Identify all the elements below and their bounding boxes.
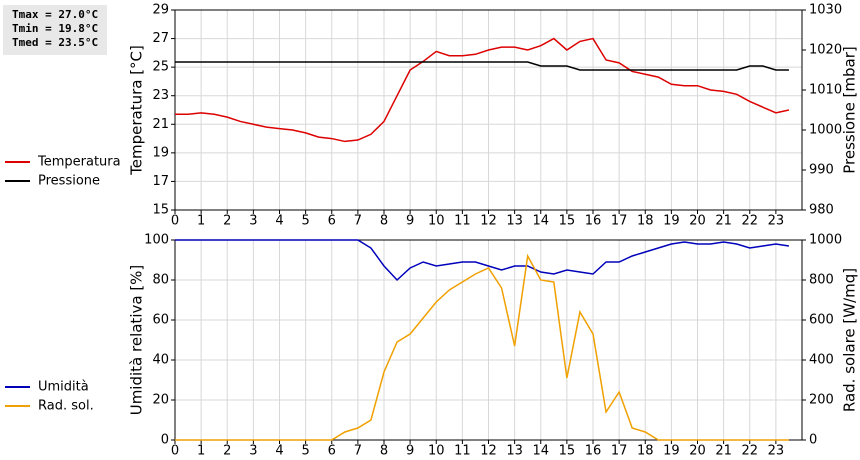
x-tick-label: 2 [223,214,231,229]
x-tick-label: 7 [354,214,362,229]
x-tick-label: 12 [480,444,497,459]
x-tick-label: 20 [689,444,706,459]
y-tick-label: 40 [152,353,169,368]
x-tick-label: 19 [663,444,680,459]
x-tick-label: 2 [223,444,231,459]
x-tick-label: 22 [741,444,758,459]
x-tick-label: 14 [532,214,549,229]
y-tick-label: 29 [152,3,169,18]
stats-box [3,5,107,55]
x-tick-label: 18 [637,444,654,459]
x-tick-label: 16 [585,214,602,229]
legend-label: Temperatura [37,155,121,170]
y-tick-label: 0 [161,433,169,448]
y-tick-label: 100 [144,233,169,248]
x-tick-label: 11 [454,214,471,229]
y-tick-label: 27 [152,31,169,46]
stat-text: Tmin = 19.8°C [12,22,98,35]
y-axis-label: Umidità relativa [%] [128,265,146,416]
x-tick-label: 9 [406,444,414,459]
y2-tick-label: 1030 [809,3,842,18]
legend-label: Rad. sol. [38,399,94,414]
x-tick-label: 16 [585,444,602,459]
y2-tick-label: 1000 [809,123,842,138]
x-tick-label: 17 [611,444,628,459]
y2-tick-label: 990 [809,163,834,178]
x-tick-label: 8 [380,444,388,459]
x-tick-label: 6 [328,214,336,229]
x-tick-label: 22 [741,214,758,229]
x-tick-label: 14 [532,444,549,459]
plot-border [174,9,803,211]
x-tick-label: 7 [354,444,362,459]
x-tick-label: 19 [663,214,680,229]
x-tick-label: 5 [301,444,309,459]
x-tick-label: 10 [428,214,445,229]
y2-tick-label: 800 [809,273,834,288]
y-tick-label: 17 [152,174,169,189]
y2-tick-label: 1010 [809,83,842,98]
y-axis-label: Temperatura [°C] [128,45,146,176]
x-tick-label: 6 [328,444,336,459]
x-tick-label: 18 [637,214,654,229]
series-line [175,239,790,282]
x-tick-label: 4 [275,214,283,229]
x-tick-label: 3 [249,214,257,229]
y2-axis-label: Rad. solare [W/mq] [841,268,859,412]
y2-tick-label: 400 [809,353,834,368]
x-tick-label: 3 [249,444,257,459]
y2-tick-label: 600 [809,313,834,328]
x-tick-label: 4 [275,444,283,459]
series-line [175,253,789,441]
x-tick-label: 23 [768,214,785,229]
x-tick-label: 13 [506,214,523,229]
y2-tick-label: 200 [809,393,834,408]
y2-tick-label: 0 [809,433,817,448]
y2-tick-label: 1020 [809,43,842,58]
x-tick-label: 15 [559,444,576,459]
x-tick-label: 10 [428,444,445,459]
y-tick-label: 21 [152,117,169,132]
y-tick-label: 19 [152,145,169,160]
x-tick-label: 12 [480,214,497,229]
x-tick-label: 0 [171,214,179,229]
y-tick-label: 25 [152,60,169,75]
y2-axis-label: Pressione [mbar] [841,46,859,174]
y-tick-label: 23 [152,88,169,103]
x-tick-label: 17 [611,214,628,229]
x-tick-label: 11 [454,444,471,459]
y-tick-label: 15 [152,203,169,218]
series-line [175,61,789,71]
x-tick-label: 9 [406,214,414,229]
y2-tick-label: 980 [809,203,834,218]
x-tick-label: 1 [197,444,205,459]
x-tick-label: 21 [715,444,732,459]
x-tick-label: 23 [768,444,785,459]
x-tick-label: 20 [689,214,706,229]
x-tick-label: 8 [380,214,388,229]
series-line [175,37,790,143]
legend-label: Pressione [38,174,100,189]
legend-label: Umidità [38,380,89,395]
y-tick-label: 20 [152,393,169,408]
stat-text: Tmed = 23.5°C [12,36,98,49]
stat-text: Tmax = 27.0°C [12,8,98,21]
x-tick-label: 0 [171,444,179,459]
x-tick-label: 15 [559,214,576,229]
x-tick-label: 1 [197,214,205,229]
y2-tick-label: 1000 [809,233,842,248]
x-tick-label: 21 [715,214,732,229]
y-tick-label: 60 [152,313,169,328]
x-tick-label: 5 [301,214,309,229]
y-tick-label: 80 [152,273,169,288]
x-tick-label: 13 [506,444,523,459]
plot-border [174,239,803,441]
